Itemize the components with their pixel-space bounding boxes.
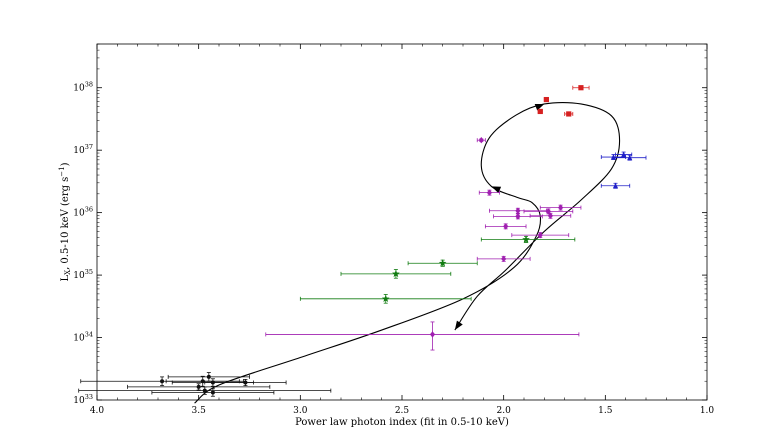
track-arrowhead [534, 103, 545, 111]
data-point [127, 383, 271, 391]
x-axis-label: Power law photon index (fit in 0.5-10 ke… [295, 417, 509, 428]
data-point [537, 108, 543, 115]
x-tick-label: 4.0 [90, 406, 105, 416]
y-axis-label-end: ) [60, 162, 71, 166]
data-point [493, 213, 543, 220]
point-marker [621, 151, 627, 158]
data-point [299, 294, 472, 304]
data-point [265, 321, 580, 351]
x-tick-label: 1.0 [700, 406, 715, 416]
point-marker [381, 294, 390, 303]
data-point [167, 372, 250, 382]
data-point [476, 136, 486, 144]
data-point [615, 151, 633, 158]
track-arrowhead [491, 186, 502, 194]
x-tick-label: 3.5 [192, 406, 207, 416]
point-marker [515, 213, 521, 220]
point-marker [537, 231, 543, 239]
y-tick-label: 1037 [73, 143, 93, 156]
y-axis-label-sub: X [64, 270, 72, 275]
x-tick-label: 3.0 [293, 406, 308, 416]
y-tick-label: 1034 [73, 331, 93, 344]
point-marker [522, 235, 530, 243]
data-point [484, 223, 527, 230]
point-marker [196, 384, 201, 389]
track-curve [194, 101, 621, 404]
point-marker [612, 182, 619, 189]
point-marker [558, 204, 564, 211]
evolution-track [194, 101, 621, 404]
point-marker [429, 331, 436, 338]
data-point [407, 259, 478, 267]
point-marker [243, 380, 248, 385]
data-point [478, 189, 501, 196]
point-marker [578, 85, 584, 91]
point-marker [537, 108, 543, 115]
data-point [151, 388, 275, 397]
data-point [600, 182, 631, 189]
data-point [529, 212, 572, 219]
x-tick-label: 2.5 [395, 406, 410, 416]
point-marker [210, 390, 215, 395]
x-tick-label: 2.0 [497, 406, 512, 416]
point-marker [627, 154, 633, 161]
data-point [78, 386, 332, 395]
point-marker [486, 189, 493, 196]
y-axis-label-rest: , 0.5-10 keV (erg s [60, 177, 71, 270]
data-point [511, 231, 570, 239]
data-point [572, 85, 590, 91]
y-axis-label-sup: −1 [58, 166, 66, 176]
x-tick-label: 1.5 [598, 406, 613, 416]
data-points [78, 85, 647, 397]
point-marker [503, 223, 509, 230]
data-point [476, 255, 531, 263]
point-marker [438, 259, 447, 267]
point-marker [478, 136, 484, 144]
point-marker [392, 269, 400, 278]
point-marker [515, 207, 521, 214]
data-point [613, 154, 647, 161]
point-marker [547, 212, 554, 219]
point-marker [501, 255, 507, 263]
data-point [340, 269, 452, 279]
data-point [480, 235, 576, 244]
plot-frame [96, 43, 708, 401]
y-tick-label: 1036 [73, 206, 93, 219]
data-point [543, 96, 549, 103]
y-tick-label: 1033 [73, 393, 93, 406]
axis-ticks: 4.0 3.5 3.0 2.5 2.0 1.5 1.0 1033 1034 1035 1036 103… [73, 43, 715, 416]
data-point [204, 378, 287, 387]
point-marker [160, 379, 165, 384]
y-tick-label: 1038 [73, 81, 93, 94]
data-point [564, 111, 574, 117]
point-marker [206, 374, 211, 379]
data-point [489, 207, 547, 214]
data-point [539, 204, 582, 211]
track-arrowhead [454, 320, 463, 331]
point-marker [202, 388, 207, 393]
y-axis-label-main: L [60, 275, 71, 282]
point-marker [543, 96, 549, 103]
y-tick-label: 1035 [73, 268, 93, 281]
point-marker [566, 111, 572, 117]
data-point [165, 375, 240, 387]
y-axis-label: LX, 0.5-10 keV (erg s−1) [58, 162, 72, 281]
